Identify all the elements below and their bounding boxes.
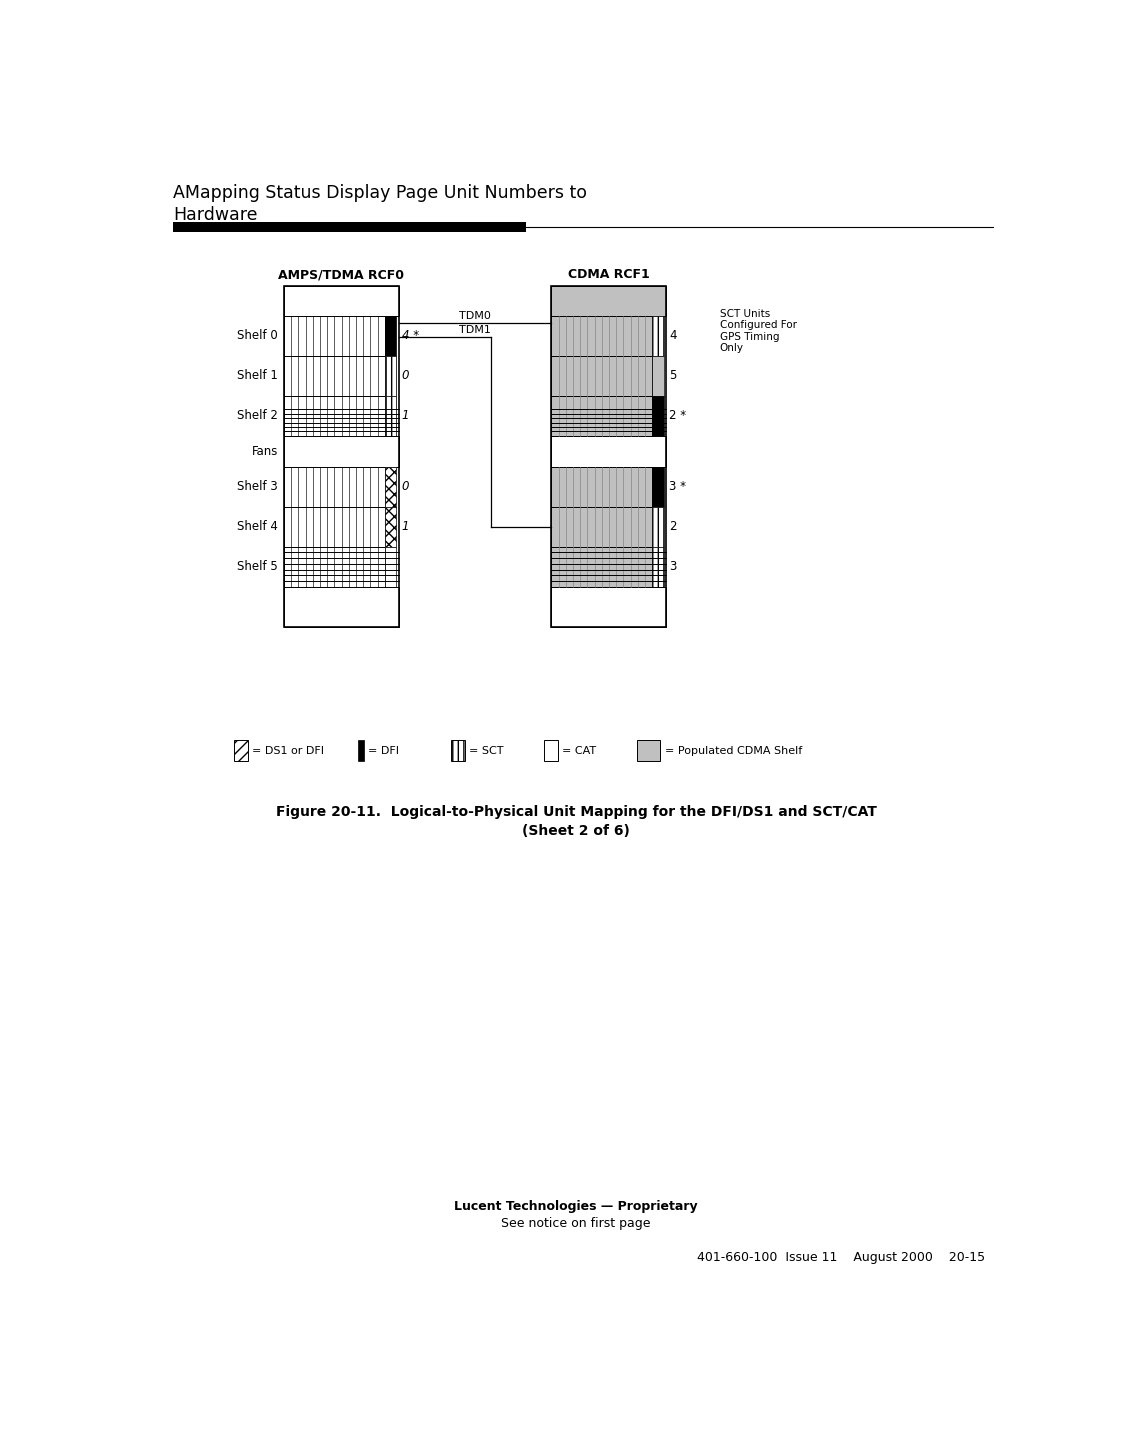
Bar xyxy=(652,316,664,355)
Text: Fans: Fans xyxy=(251,444,278,457)
Bar xyxy=(284,587,398,626)
Text: Hardware: Hardware xyxy=(173,205,258,224)
Text: 2: 2 xyxy=(669,520,676,533)
Text: 0: 0 xyxy=(402,480,410,494)
Bar xyxy=(551,546,652,587)
Text: 401-660-100  Issue 11    August 2000    20-15: 401-660-100 Issue 11 August 2000 20-15 xyxy=(698,1251,986,1264)
Text: 5: 5 xyxy=(669,370,676,381)
Bar xyxy=(284,287,398,626)
Bar xyxy=(637,740,660,761)
Text: 3: 3 xyxy=(669,561,676,574)
Text: TDM1: TDM1 xyxy=(459,325,490,335)
Text: Figure 20-11.  Logical-to-Physical Unit Mapping for the DFI/DS1 and SCT/CAT: Figure 20-11. Logical-to-Physical Unit M… xyxy=(276,805,876,820)
Text: 1: 1 xyxy=(402,520,410,533)
Text: SCT Units
Configured For
GPS Timing
Only: SCT Units Configured For GPS Timing Only xyxy=(720,309,796,354)
Text: See notice on first page: See notice on first page xyxy=(502,1217,651,1230)
Bar xyxy=(551,587,666,626)
Bar xyxy=(451,740,465,761)
Text: TDM0: TDM0 xyxy=(459,312,490,320)
Bar xyxy=(284,546,385,587)
Bar xyxy=(551,435,666,466)
Text: = SCT: = SCT xyxy=(469,745,504,756)
Bar xyxy=(234,740,248,761)
Text: Shelf 2: Shelf 2 xyxy=(237,409,278,422)
Bar xyxy=(284,466,385,507)
Text: AMPS/TDMA RCF0: AMPS/TDMA RCF0 xyxy=(278,268,404,281)
Bar xyxy=(551,396,652,435)
Bar xyxy=(173,223,525,232)
Bar xyxy=(385,316,396,355)
Text: (Sheet 2 of 6): (Sheet 2 of 6) xyxy=(522,824,630,837)
Text: 4 *: 4 * xyxy=(402,329,418,342)
Bar xyxy=(284,287,398,316)
Bar xyxy=(284,355,385,396)
Bar xyxy=(385,355,396,396)
Bar xyxy=(385,396,396,435)
Bar xyxy=(284,396,385,435)
Bar xyxy=(652,507,664,546)
Bar xyxy=(551,287,666,316)
Text: 2 *: 2 * xyxy=(669,409,686,422)
Text: AMapping Status Display Page Unit Numbers to: AMapping Status Display Page Unit Number… xyxy=(173,183,587,202)
Text: 4: 4 xyxy=(669,329,676,342)
Bar xyxy=(652,396,664,435)
Text: = DFI: = DFI xyxy=(369,745,399,756)
Text: Shelf 1: Shelf 1 xyxy=(237,370,278,381)
Bar xyxy=(652,466,664,507)
Bar xyxy=(551,507,652,546)
Bar xyxy=(358,740,363,761)
Bar xyxy=(551,355,652,396)
Bar xyxy=(652,546,664,587)
Bar xyxy=(385,466,396,507)
Bar xyxy=(551,316,652,355)
Text: = DS1 or DFI: = DS1 or DFI xyxy=(252,745,324,756)
Text: CDMA RCF1: CDMA RCF1 xyxy=(568,268,649,281)
Bar xyxy=(652,355,664,396)
Text: 0: 0 xyxy=(402,370,410,381)
Bar xyxy=(543,740,558,761)
Text: 1: 1 xyxy=(402,409,410,422)
Text: Shelf 5: Shelf 5 xyxy=(237,561,278,574)
Text: 3 *: 3 * xyxy=(669,480,686,494)
Bar xyxy=(551,466,652,507)
Text: Lucent Technologies — Proprietary: Lucent Technologies — Proprietary xyxy=(455,1200,698,1213)
Text: = CAT: = CAT xyxy=(562,745,596,756)
Bar xyxy=(551,287,666,626)
Bar xyxy=(385,507,396,546)
Bar xyxy=(284,435,398,466)
Text: Shelf 4: Shelf 4 xyxy=(237,520,278,533)
Bar xyxy=(385,546,396,587)
Bar xyxy=(284,507,385,546)
Text: Shelf 0: Shelf 0 xyxy=(237,329,278,342)
Text: = Populated CDMA Shelf: = Populated CDMA Shelf xyxy=(665,745,802,756)
Bar xyxy=(284,316,385,355)
Text: Shelf 3: Shelf 3 xyxy=(237,480,278,494)
